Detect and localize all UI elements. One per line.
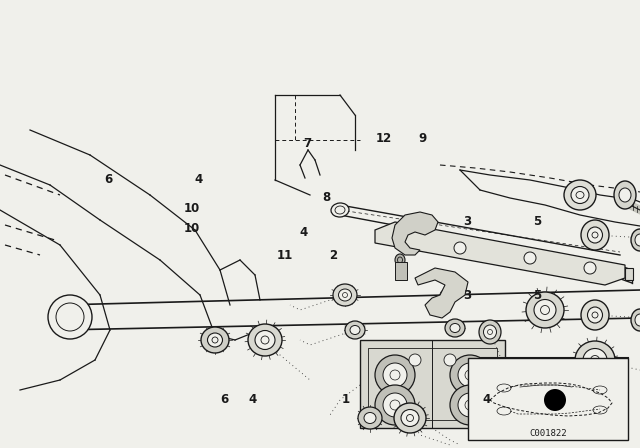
Circle shape xyxy=(409,354,421,366)
Ellipse shape xyxy=(445,319,465,337)
Ellipse shape xyxy=(588,227,602,243)
Ellipse shape xyxy=(534,300,556,320)
Circle shape xyxy=(458,363,482,387)
Circle shape xyxy=(375,355,415,395)
Ellipse shape xyxy=(581,300,609,330)
Ellipse shape xyxy=(339,289,351,301)
Text: 4: 4 xyxy=(300,226,308,240)
Ellipse shape xyxy=(350,326,360,335)
Text: C001822: C001822 xyxy=(529,428,567,438)
Ellipse shape xyxy=(364,413,376,423)
Text: 8: 8 xyxy=(323,190,330,204)
Circle shape xyxy=(48,295,92,339)
Text: 10: 10 xyxy=(184,202,200,215)
Text: 12: 12 xyxy=(376,132,392,146)
Ellipse shape xyxy=(571,186,589,203)
Ellipse shape xyxy=(394,403,426,433)
Text: 2: 2 xyxy=(329,249,337,262)
Bar xyxy=(368,348,497,420)
Text: 11: 11 xyxy=(276,249,293,262)
Text: 6: 6 xyxy=(105,172,113,186)
Ellipse shape xyxy=(583,349,607,371)
Ellipse shape xyxy=(201,327,229,353)
Text: 9: 9 xyxy=(419,132,426,146)
Bar xyxy=(395,262,407,280)
Circle shape xyxy=(383,363,407,387)
Polygon shape xyxy=(415,268,468,318)
Ellipse shape xyxy=(575,341,615,379)
Text: 7: 7 xyxy=(303,137,311,150)
Ellipse shape xyxy=(333,284,357,306)
Bar xyxy=(468,358,628,440)
Circle shape xyxy=(458,393,482,417)
Text: 10: 10 xyxy=(184,222,200,235)
Ellipse shape xyxy=(479,320,501,344)
Ellipse shape xyxy=(588,307,602,323)
Ellipse shape xyxy=(635,234,640,246)
Circle shape xyxy=(440,290,450,300)
Ellipse shape xyxy=(248,324,282,356)
Circle shape xyxy=(524,252,536,264)
Text: 6: 6 xyxy=(220,393,228,406)
Polygon shape xyxy=(375,222,625,285)
Circle shape xyxy=(450,355,490,395)
Ellipse shape xyxy=(207,333,223,347)
Circle shape xyxy=(375,385,415,425)
Text: 1: 1 xyxy=(342,393,349,406)
Text: 5: 5 xyxy=(534,215,541,228)
Ellipse shape xyxy=(526,292,564,328)
Circle shape xyxy=(454,242,466,254)
Circle shape xyxy=(450,385,490,425)
Text: 4: 4 xyxy=(195,172,202,186)
Ellipse shape xyxy=(345,321,365,339)
Ellipse shape xyxy=(614,181,636,209)
Polygon shape xyxy=(392,212,438,255)
Text: 4: 4 xyxy=(483,393,490,406)
Ellipse shape xyxy=(331,203,349,217)
Ellipse shape xyxy=(483,325,497,339)
Circle shape xyxy=(544,389,566,411)
Ellipse shape xyxy=(631,309,640,331)
Ellipse shape xyxy=(401,409,419,426)
Text: 4: 4 xyxy=(249,393,257,406)
Ellipse shape xyxy=(631,229,640,251)
Bar xyxy=(360,340,505,428)
Ellipse shape xyxy=(395,254,405,266)
Ellipse shape xyxy=(255,331,275,349)
Ellipse shape xyxy=(450,323,460,332)
Text: 3: 3 xyxy=(463,215,471,228)
Circle shape xyxy=(444,354,456,366)
Circle shape xyxy=(584,262,596,274)
Ellipse shape xyxy=(635,314,640,326)
Text: 5: 5 xyxy=(534,289,541,302)
Circle shape xyxy=(383,393,407,417)
Ellipse shape xyxy=(619,188,631,202)
Text: 3: 3 xyxy=(463,289,471,302)
Bar xyxy=(625,268,633,280)
Ellipse shape xyxy=(564,180,596,210)
Ellipse shape xyxy=(358,407,382,429)
Ellipse shape xyxy=(581,220,609,250)
